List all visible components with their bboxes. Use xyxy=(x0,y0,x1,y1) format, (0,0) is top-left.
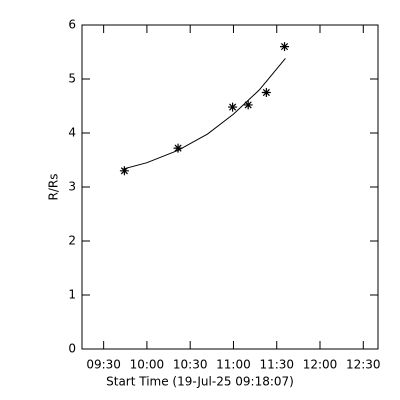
x-tick-label: 10:00 xyxy=(130,358,165,372)
plot-frame xyxy=(81,24,379,350)
x-tick-label: 11:30 xyxy=(259,358,294,372)
fit-line xyxy=(122,58,286,170)
y-tick-label: 4 xyxy=(68,126,76,140)
y-axis-label: R/Rs xyxy=(47,174,61,201)
y-tick-label: 6 xyxy=(68,18,76,32)
data-point xyxy=(280,42,290,52)
y-tick-label: 2 xyxy=(68,234,76,248)
data-point xyxy=(228,102,238,112)
x-tick-label: 11:00 xyxy=(216,358,251,372)
y-tick-label: 3 xyxy=(68,180,76,194)
y-tick-label: 5 xyxy=(68,72,76,86)
y-tick-label: 1 xyxy=(68,288,76,302)
data-point xyxy=(261,88,271,97)
data-point xyxy=(173,143,183,153)
x-tick-label: 12:30 xyxy=(346,358,381,372)
y-tick-label: 0 xyxy=(68,342,76,356)
data-point xyxy=(119,166,129,176)
data-point xyxy=(243,100,253,110)
x-tick-label: 12:00 xyxy=(303,358,338,372)
x-tick-label: 10:30 xyxy=(173,358,208,372)
x-axis-label: Start Time (19-Jul-25 09:18:07) xyxy=(106,375,294,389)
x-tick-label: 09:30 xyxy=(86,358,121,372)
